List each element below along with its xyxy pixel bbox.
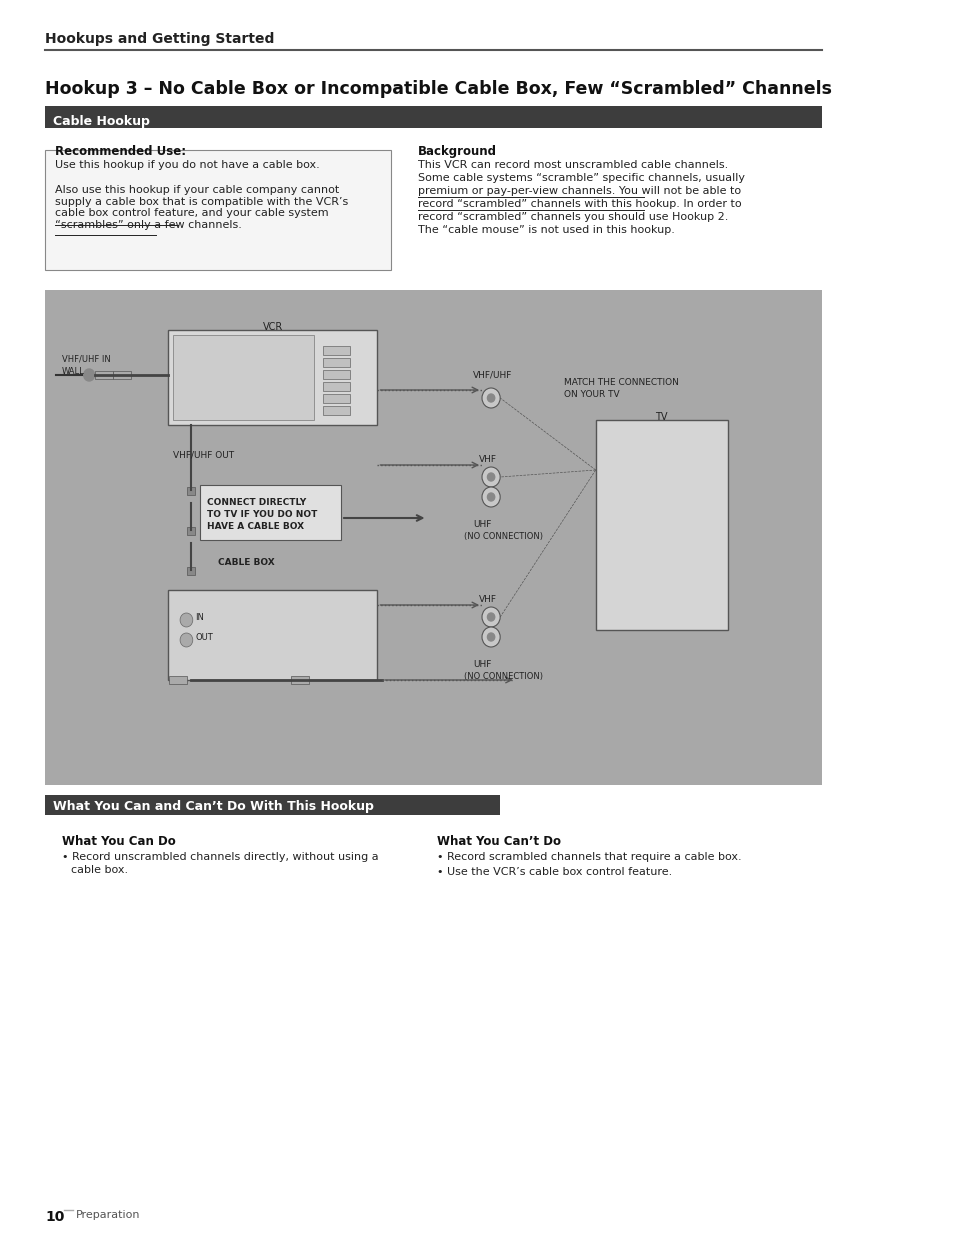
Text: VHF/UHF OUT: VHF/UHF OUT: [172, 450, 233, 459]
Text: ON YOUR TV: ON YOUR TV: [563, 390, 618, 399]
FancyBboxPatch shape: [322, 382, 350, 391]
Text: The “cable mouse” is not used in this hookup.: The “cable mouse” is not used in this ho…: [418, 225, 675, 235]
Text: TO TV IF YOU DO NOT: TO TV IF YOU DO NOT: [207, 510, 317, 519]
Text: Cable Hookup: Cable Hookup: [52, 115, 150, 128]
Circle shape: [487, 394, 495, 403]
Text: Some cable systems “scramble” specific channels, usually: Some cable systems “scramble” specific c…: [418, 173, 744, 183]
FancyBboxPatch shape: [172, 335, 314, 420]
Text: HAVE A CABLE BOX: HAVE A CABLE BOX: [207, 522, 304, 531]
Circle shape: [84, 369, 94, 382]
Text: CABLE BOX: CABLE BOX: [218, 558, 274, 567]
Text: CONNECT DIRECTLY: CONNECT DIRECTLY: [207, 498, 306, 508]
FancyBboxPatch shape: [169, 676, 187, 684]
Circle shape: [481, 627, 499, 647]
FancyBboxPatch shape: [112, 370, 131, 379]
Circle shape: [481, 388, 499, 408]
FancyBboxPatch shape: [46, 149, 391, 270]
Text: VHF: VHF: [478, 454, 497, 464]
Text: UHF: UHF: [473, 659, 491, 669]
FancyBboxPatch shape: [187, 567, 194, 576]
FancyBboxPatch shape: [200, 485, 340, 540]
FancyBboxPatch shape: [322, 346, 350, 354]
Text: What You Can Do: What You Can Do: [62, 835, 175, 848]
Circle shape: [487, 634, 495, 641]
Text: Recommended Use:: Recommended Use:: [54, 144, 186, 158]
Circle shape: [481, 487, 499, 508]
FancyBboxPatch shape: [291, 676, 309, 684]
FancyBboxPatch shape: [595, 420, 727, 630]
Text: Preparation: Preparation: [75, 1210, 140, 1220]
Text: MATCH THE CONNECTION: MATCH THE CONNECTION: [563, 378, 678, 387]
Text: Use this hookup if you do not have a cable box.: Use this hookup if you do not have a cab…: [54, 161, 319, 170]
Text: What You Can and Can’t Do With This Hookup: What You Can and Can’t Do With This Hook…: [52, 800, 374, 813]
Text: WALL: WALL: [62, 367, 85, 375]
Circle shape: [487, 613, 495, 621]
FancyBboxPatch shape: [322, 370, 350, 379]
Text: record “scrambled” channels with this hookup. In order to: record “scrambled” channels with this ho…: [418, 199, 741, 209]
FancyBboxPatch shape: [168, 330, 377, 425]
Text: Also use this hookup if your cable company cannot
supply a cable box that is com: Also use this hookup if your cable compa…: [54, 185, 348, 230]
Text: OUT: OUT: [195, 634, 213, 642]
FancyBboxPatch shape: [46, 106, 821, 128]
FancyBboxPatch shape: [94, 370, 112, 379]
Circle shape: [481, 606, 499, 627]
Text: VCR: VCR: [262, 322, 283, 332]
Circle shape: [481, 467, 499, 487]
Text: • Use the VCR’s cable box control feature.: • Use the VCR’s cable box control featur…: [436, 867, 671, 877]
Text: What You Can’t Do: What You Can’t Do: [436, 835, 560, 848]
Text: (NO CONNECTION): (NO CONNECTION): [463, 532, 542, 541]
FancyBboxPatch shape: [46, 795, 499, 815]
Text: VHF/UHF IN: VHF/UHF IN: [62, 354, 111, 364]
Text: UHF: UHF: [473, 520, 491, 529]
FancyBboxPatch shape: [187, 527, 194, 535]
Circle shape: [180, 613, 193, 627]
Text: 10: 10: [46, 1210, 65, 1224]
FancyBboxPatch shape: [168, 590, 377, 680]
Text: Hookup 3 – No Cable Box or Incompatible Cable Box, Few “Scrambled” Channels: Hookup 3 – No Cable Box or Incompatible …: [46, 80, 832, 98]
Text: IN: IN: [195, 614, 204, 622]
FancyBboxPatch shape: [322, 394, 350, 403]
FancyBboxPatch shape: [187, 487, 194, 495]
Text: This VCR can record most unscrambled cable channels.: This VCR can record most unscrambled cab…: [418, 161, 728, 170]
Text: • Record scrambled channels that require a cable box.: • Record scrambled channels that require…: [436, 852, 740, 862]
Text: record “scrambled” channels you should use Hookup 2.: record “scrambled” channels you should u…: [418, 212, 728, 222]
Text: VHF/UHF: VHF/UHF: [473, 370, 512, 379]
Text: VHF: VHF: [478, 595, 497, 604]
Text: TV: TV: [655, 412, 667, 422]
Circle shape: [180, 634, 193, 647]
FancyBboxPatch shape: [322, 406, 350, 415]
Text: • Record unscrambled channels directly, without using a: • Record unscrambled channels directly, …: [62, 852, 378, 862]
Circle shape: [487, 473, 495, 480]
Text: Background: Background: [418, 144, 497, 158]
Text: Hookups and Getting Started: Hookups and Getting Started: [46, 32, 274, 46]
FancyBboxPatch shape: [322, 358, 350, 367]
Text: premium or pay-per-view channels. You will not be able to: premium or pay-per-view channels. You wi…: [418, 186, 740, 196]
FancyBboxPatch shape: [46, 290, 821, 785]
Circle shape: [487, 493, 495, 501]
Text: (NO CONNECTION): (NO CONNECTION): [463, 672, 542, 680]
Text: cable box.: cable box.: [71, 864, 128, 876]
